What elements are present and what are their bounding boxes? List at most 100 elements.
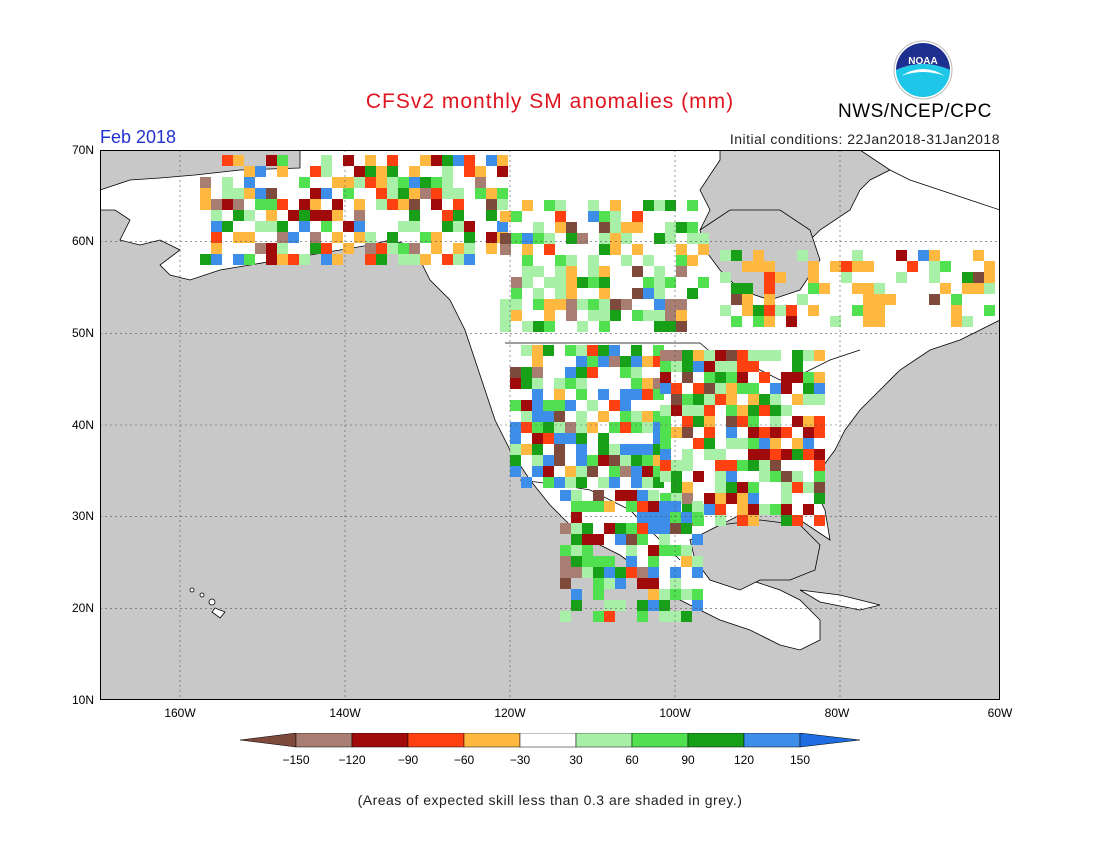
- anomaly-cell: [420, 177, 431, 188]
- anomaly-cell: [814, 460, 825, 471]
- anomaly-cell: [554, 433, 565, 444]
- anomaly-cell: [726, 460, 737, 471]
- anomaly-cell: [609, 422, 620, 433]
- anomaly-cell: [486, 232, 497, 243]
- anomaly-cell: [643, 200, 654, 211]
- anomaly-cell: [615, 523, 626, 534]
- anomaly-cell: [609, 400, 620, 411]
- anomaly-cell: [609, 345, 620, 356]
- anomaly-cell: [808, 305, 819, 316]
- anomaly-cell: [543, 422, 554, 433]
- anomaly-cell: [626, 501, 637, 512]
- anomaly-cell: [266, 210, 277, 221]
- anomaly-cell: [631, 411, 642, 422]
- anomaly-cell: [814, 416, 825, 427]
- anomaly-cell: [310, 188, 321, 199]
- anomaly-cell: [442, 210, 453, 221]
- anomaly-cell: [453, 188, 464, 199]
- anomaly-cell: [266, 155, 277, 166]
- anomaly-cell: [321, 188, 332, 199]
- legend-label: −90: [398, 753, 419, 767]
- anomaly-cell: [521, 378, 532, 389]
- lon-label-160w: 160W: [164, 706, 196, 720]
- anomaly-cell: [648, 512, 659, 523]
- anomaly-cell: [571, 545, 582, 556]
- anomaly-cell: [365, 166, 376, 177]
- anomaly-cell: [453, 221, 464, 232]
- anomaly-cell: [604, 567, 615, 578]
- anomaly-cell: [555, 277, 566, 288]
- anomaly-cell: [814, 482, 825, 493]
- anomaly-cell: [604, 523, 615, 534]
- anomaly-cell: [486, 155, 497, 166]
- lon-label-60w: 60W: [987, 706, 1013, 720]
- legend-label: −150: [282, 753, 309, 767]
- anomaly-cells: [200, 155, 995, 622]
- anomaly-cell: [222, 199, 233, 210]
- anomaly-cell: [715, 460, 726, 471]
- anomaly-cell: [576, 466, 587, 477]
- anomaly-cell: [637, 600, 648, 611]
- anomaly-cell: [609, 455, 620, 466]
- anomaly-cell: [582, 501, 593, 512]
- anomaly-cell: [748, 482, 759, 493]
- chart-title: CFSv2 monthly SM anomalies (mm): [365, 90, 735, 113]
- anomaly-cell: [731, 283, 742, 294]
- anomaly-cell: [737, 383, 748, 394]
- anomaly-cell: [814, 383, 825, 394]
- lat-label-30n: 30N: [71, 509, 94, 523]
- anomaly-cell: [896, 272, 907, 283]
- anomaly-cell: [544, 321, 555, 332]
- anomaly-cell: [676, 266, 687, 277]
- anomaly-cell: [742, 283, 753, 294]
- anomaly-cell: [715, 383, 726, 394]
- anomaly-cell: [670, 501, 681, 512]
- anomaly-cell: [599, 222, 610, 233]
- anomaly-cell: [737, 460, 748, 471]
- anomaly-cell: [599, 299, 610, 310]
- anomaly-cell: [737, 361, 748, 372]
- anomaly-cell: [554, 422, 565, 433]
- anomaly-cell: [598, 433, 609, 444]
- anomaly-cell: [365, 155, 376, 166]
- anomaly-cell: [781, 372, 792, 383]
- anomaly-cell: [576, 455, 587, 466]
- anomaly-cell: [753, 250, 764, 261]
- anomaly-cell: [200, 177, 211, 188]
- anomaly-cell: [543, 345, 554, 356]
- anomaly-cell: [692, 534, 703, 545]
- anomaly-cell: [692, 512, 703, 523]
- anomaly-cell: [626, 523, 637, 534]
- forecast-month: Feb 2018: [100, 127, 177, 147]
- anomaly-cell: [660, 361, 671, 372]
- anomaly-cell: [676, 321, 687, 332]
- anomaly-cell: [576, 389, 587, 400]
- anomaly-cell: [398, 254, 409, 265]
- anomaly-cell: [475, 188, 486, 199]
- anomaly-cell: [409, 188, 420, 199]
- anomaly-cell: [532, 444, 543, 455]
- anomaly-cell: [770, 438, 781, 449]
- anomaly-cell: [764, 294, 775, 305]
- anomaly-cell: [588, 255, 599, 266]
- anomaly-cell: [852, 283, 863, 294]
- anomaly-cell: [676, 244, 687, 255]
- anomaly-cell: [620, 466, 631, 477]
- anomaly-cell: [781, 515, 792, 526]
- anomaly-cell: [621, 299, 632, 310]
- legend-label: −60: [454, 753, 475, 767]
- anomaly-cell: [940, 283, 951, 294]
- anomaly-cell: [814, 350, 825, 361]
- anomaly-cell: [693, 471, 704, 482]
- anomaly-cell: [665, 233, 676, 244]
- anomaly-cell: [610, 310, 621, 321]
- anomaly-cell: [693, 438, 704, 449]
- anomaly-cell: [781, 383, 792, 394]
- anomaly-cell: [660, 449, 671, 460]
- anomaly-cell: [665, 310, 676, 321]
- anomaly-cell: [593, 490, 604, 501]
- anomaly-cell: [682, 372, 693, 383]
- anomaly-cell: [620, 400, 631, 411]
- anomaly-cell: [704, 427, 715, 438]
- anomaly-cell: [681, 512, 692, 523]
